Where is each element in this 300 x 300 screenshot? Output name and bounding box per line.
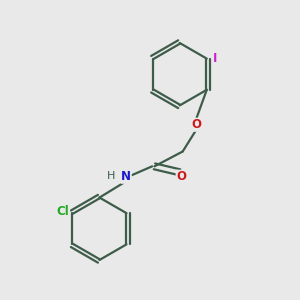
- Text: I: I: [213, 52, 218, 65]
- Text: H: H: [107, 171, 116, 181]
- Text: O: O: [191, 118, 201, 131]
- Text: O: O: [176, 170, 186, 183]
- Text: N: N: [121, 170, 131, 183]
- Text: Cl: Cl: [57, 205, 70, 218]
